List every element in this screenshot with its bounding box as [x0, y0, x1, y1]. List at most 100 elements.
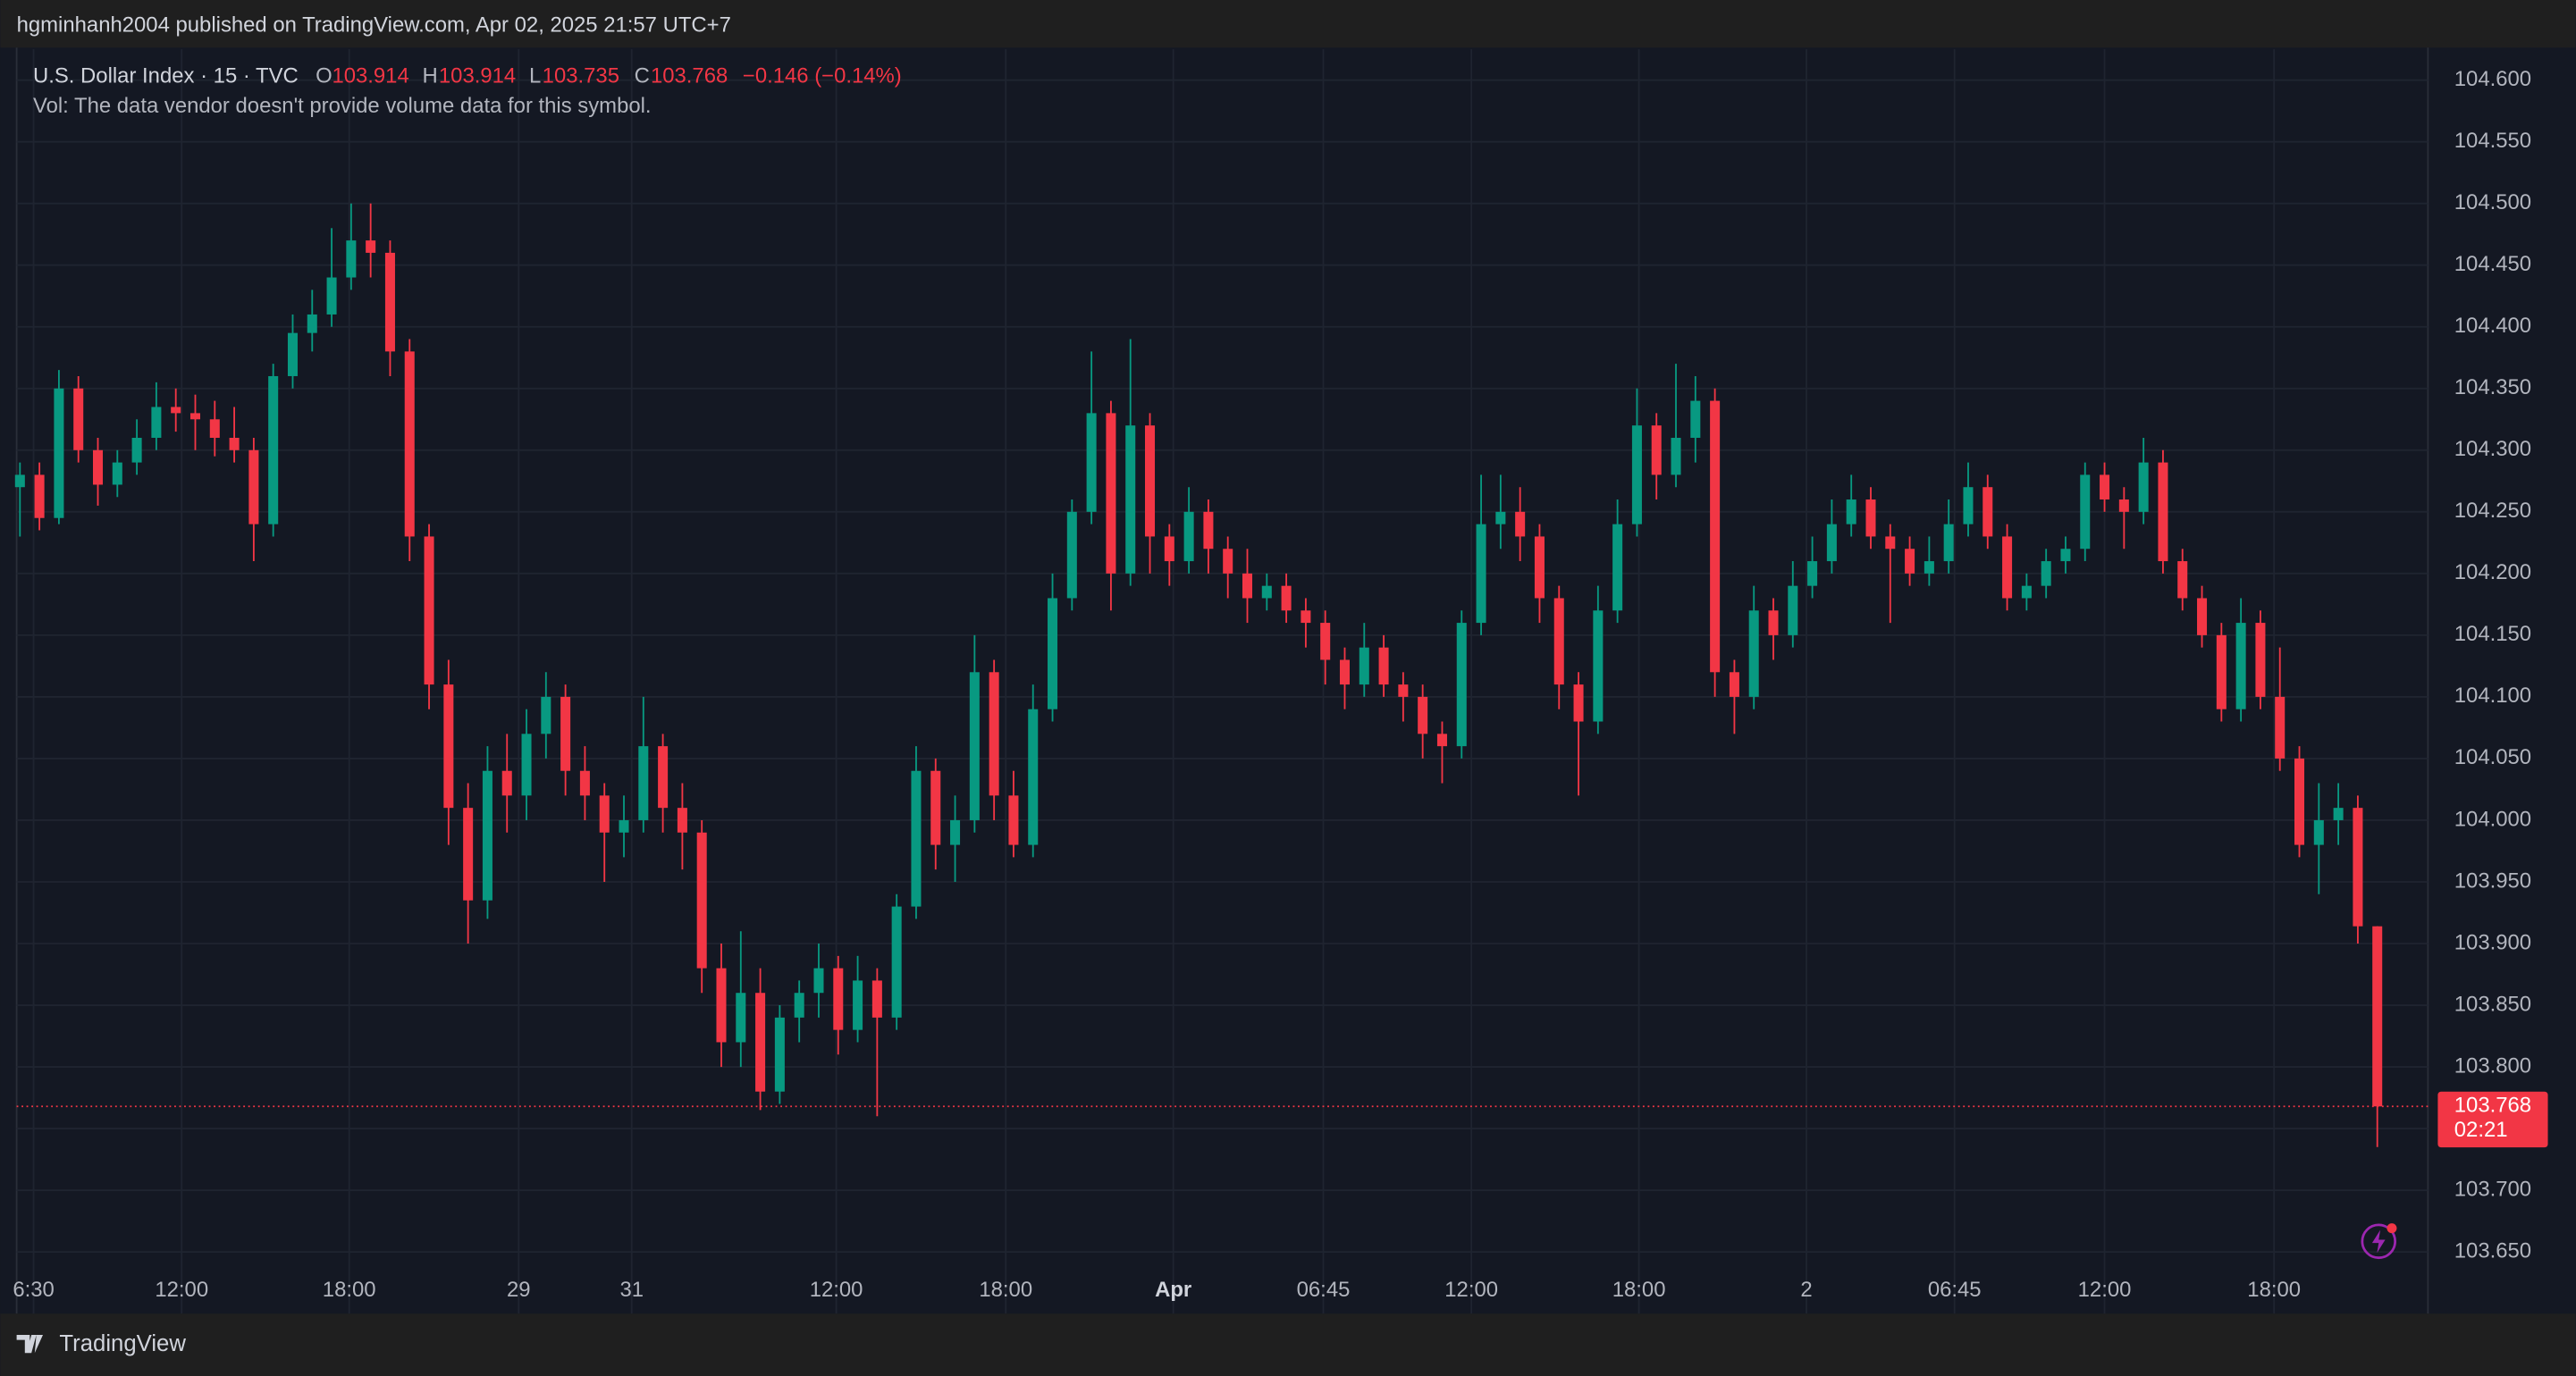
candle-body	[1145, 425, 1156, 537]
y-tick-label: 104.500	[2454, 190, 2531, 214]
candle-body	[2197, 598, 2208, 635]
candle-body	[1826, 524, 1837, 562]
candle-body	[2177, 561, 2188, 599]
candle-body	[2100, 474, 2110, 500]
candle-body	[268, 375, 279, 524]
candle-body	[2158, 462, 2168, 562]
candle-body	[1612, 524, 1623, 611]
candle-body	[1748, 610, 1759, 697]
candle-body	[1671, 437, 1681, 475]
candle-body	[1729, 672, 1739, 697]
candle-body	[1203, 511, 1214, 550]
candle-body	[2333, 808, 2344, 820]
top-bar	[0, 0, 2576, 48]
symbol: U.S. Dollar Index · 15 · TVC	[33, 64, 299, 88]
candle-body	[73, 388, 84, 450]
candle-body	[1436, 734, 1447, 747]
y-tick-label: 104.300	[2454, 437, 2531, 461]
candle-body	[424, 536, 434, 685]
x-tick-label: 6:30	[13, 1278, 54, 1302]
candle-body	[1534, 536, 1545, 599]
x-tick-label: 18:00	[979, 1278, 1032, 1302]
y-tick-label: 104.050	[2454, 745, 2531, 769]
x-tick-label: 2	[1800, 1278, 1812, 1302]
legend-l: L	[529, 64, 541, 88]
y-tick-label: 104.350	[2454, 375, 2531, 399]
legend-h: H	[423, 64, 438, 88]
y-tick-label: 104.400	[2454, 314, 2531, 338]
legend-close: 103.768	[651, 64, 728, 88]
x-tick-label: 18:00	[1612, 1278, 1666, 1302]
candle-body	[794, 993, 804, 1018]
candle-body	[2138, 462, 2149, 512]
x-tick-label: 29	[507, 1278, 531, 1302]
price-tag	[2437, 1091, 2548, 1148]
candle-body	[1281, 585, 1292, 611]
alert-icon[interactable]	[2361, 1223, 2397, 1260]
y-tick-label: 104.600	[2454, 67, 2531, 91]
candle-body	[853, 980, 863, 1030]
candle-body	[1788, 585, 1798, 635]
candle-body	[443, 684, 454, 809]
candle-body	[833, 968, 844, 1030]
candle-body	[501, 770, 512, 796]
y-tick-label: 104.100	[2454, 684, 2531, 708]
candle-body	[34, 474, 45, 518]
candle-body	[307, 314, 317, 333]
legend: U.S. Dollar Index · 15 · TVC O 103.914 H…	[33, 64, 902, 118]
candle-body	[1223, 549, 1233, 574]
candle-body	[1028, 709, 1039, 845]
y-tick-label: 103.900	[2454, 930, 2531, 954]
candle-body	[209, 419, 220, 438]
candle-body	[2353, 808, 2363, 927]
candle-body	[1553, 598, 1564, 685]
x-tick-label: 31	[619, 1278, 644, 1302]
legend-c: C	[635, 64, 650, 88]
candle-body	[1943, 524, 1954, 562]
candle-body	[638, 746, 649, 820]
candle-body	[151, 407, 162, 438]
candle-body	[891, 906, 902, 1018]
candle-body	[463, 808, 474, 901]
candle-body	[2216, 634, 2227, 709]
candle-body	[736, 993, 746, 1043]
candle-body	[1106, 413, 1116, 574]
candle-body	[950, 819, 961, 845]
candle-body	[1359, 647, 1369, 685]
candle-body	[969, 672, 980, 820]
y-tick-label: 104.200	[2454, 560, 2531, 584]
candle-body	[92, 449, 104, 485]
candle-body	[755, 993, 766, 1092]
candle-body	[1495, 511, 1506, 524]
candle-body	[1339, 659, 1350, 685]
candle-body	[1865, 499, 1876, 537]
x-tick-label: 18:00	[323, 1278, 376, 1302]
candle-body	[813, 968, 824, 994]
candle-body	[1690, 400, 1701, 438]
candle-body	[1320, 623, 1331, 660]
candle-body	[619, 819, 629, 833]
candle-body	[2275, 696, 2286, 759]
x-tick-label: 18:00	[2247, 1278, 2301, 1302]
candle-body	[1456, 623, 1467, 747]
candle-body	[2294, 758, 2305, 845]
candle-body	[871, 980, 882, 1018]
candle-body	[2021, 585, 2032, 599]
candle-body	[326, 277, 337, 315]
candle-body	[2060, 549, 2071, 562]
candle-body	[1846, 499, 1856, 524]
y-tick-label: 104.550	[2454, 129, 2531, 153]
candle-body	[189, 413, 201, 420]
candle-body	[482, 770, 492, 901]
candle-body	[131, 437, 142, 463]
countdown: 02:21	[2454, 1118, 2508, 1142]
legend-o: O	[316, 64, 333, 88]
candle-body	[346, 240, 357, 278]
candle-body	[287, 332, 298, 376]
volume-note: Vol: The data vendor doesn't provide vol…	[33, 94, 652, 118]
candle-body	[1631, 425, 1642, 524]
brand: TradingView	[59, 1331, 186, 1356]
bottom-bar	[0, 1313, 2576, 1376]
